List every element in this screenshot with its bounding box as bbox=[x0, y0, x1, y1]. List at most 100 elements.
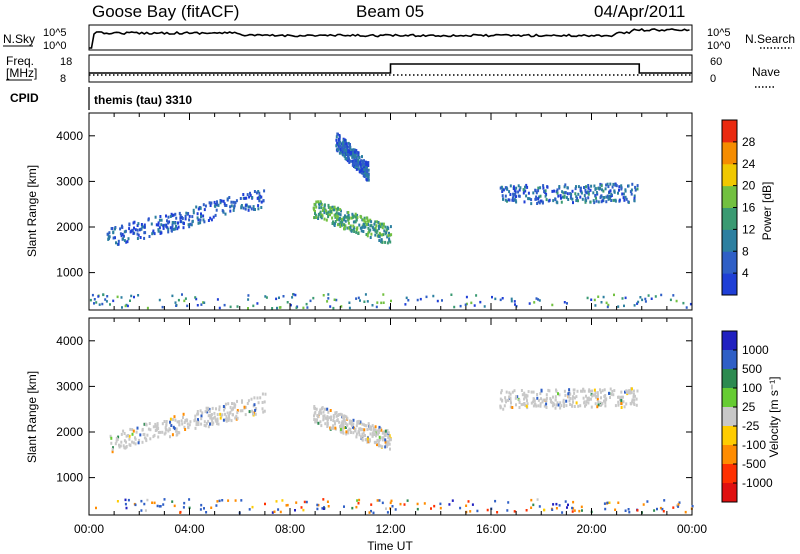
power-mark bbox=[215, 208, 218, 212]
power-mark bbox=[200, 212, 202, 216]
nsky-tick-bottom: 10^0 bbox=[43, 40, 67, 52]
velocity-mark bbox=[120, 432, 123, 436]
velocity-mark bbox=[509, 405, 512, 409]
power-near-range-mark bbox=[613, 293, 615, 297]
power-mark bbox=[512, 192, 515, 196]
velocity-mark bbox=[131, 440, 134, 444]
power-mark bbox=[128, 222, 131, 226]
freq-label: Freq. bbox=[6, 54, 34, 68]
power-near-range-mark bbox=[450, 293, 453, 296]
power-mark bbox=[312, 206, 315, 210]
velocity-near-range-mark bbox=[476, 509, 479, 513]
power-near-range-mark bbox=[465, 295, 468, 299]
velocity-near-range-mark bbox=[608, 501, 611, 504]
power-mark bbox=[583, 194, 586, 197]
velocity-mark bbox=[523, 391, 526, 395]
velocity-mark bbox=[338, 413, 341, 416]
velocity-mark bbox=[511, 406, 514, 409]
velocity-near-range-mark bbox=[543, 508, 545, 512]
power-mark bbox=[360, 215, 363, 219]
velocity-near-range-mark bbox=[143, 502, 146, 506]
power-mark bbox=[175, 225, 177, 228]
velocity-near-range-mark bbox=[279, 510, 282, 514]
velocity-mark bbox=[187, 425, 190, 429]
velocity-mark bbox=[318, 411, 321, 415]
power-mark bbox=[258, 199, 261, 203]
power-mark bbox=[341, 219, 343, 223]
velocity-mark bbox=[200, 417, 203, 421]
power-mark bbox=[367, 172, 370, 176]
power-near-range-mark bbox=[641, 298, 644, 302]
power-mark bbox=[172, 213, 175, 217]
power-mark bbox=[624, 195, 627, 199]
power-near-range-mark bbox=[586, 296, 589, 300]
velocity-mark bbox=[163, 432, 166, 436]
power-mark bbox=[584, 188, 587, 192]
power-mark bbox=[319, 210, 322, 214]
power-mark bbox=[319, 200, 322, 204]
power-near-range-mark bbox=[644, 297, 647, 301]
x-tick-label: 08:00 bbox=[275, 522, 305, 536]
power-mark bbox=[343, 223, 346, 227]
velocity-near-range-mark bbox=[125, 506, 128, 510]
velocity-mark bbox=[610, 392, 613, 396]
velocity-near-range-mark bbox=[370, 503, 373, 506]
velocity-near-range-mark bbox=[675, 504, 678, 507]
velocity-near-range-mark bbox=[538, 505, 541, 508]
velocity-mark bbox=[111, 447, 114, 451]
power-mark bbox=[539, 199, 542, 203]
velocity-mark bbox=[568, 390, 571, 394]
power-near-range-mark bbox=[91, 293, 94, 297]
power-near-range-mark bbox=[223, 303, 226, 307]
power-near-range-mark bbox=[121, 306, 123, 309]
power-mark bbox=[501, 190, 504, 193]
power-mark bbox=[377, 221, 380, 224]
velocity-mark bbox=[500, 389, 503, 393]
velocity-mark bbox=[366, 440, 369, 444]
power-mark bbox=[343, 148, 346, 152]
power-mark bbox=[537, 186, 540, 190]
velocity-mark bbox=[572, 400, 574, 404]
power-mark bbox=[380, 240, 383, 244]
power-mark bbox=[117, 242, 120, 246]
velocity-mark bbox=[381, 431, 384, 435]
power-mark bbox=[171, 223, 174, 227]
velocity-mark bbox=[374, 428, 377, 432]
power-mark bbox=[177, 225, 180, 229]
velocity-near-range-mark bbox=[356, 499, 359, 502]
velocity-mark bbox=[629, 391, 632, 395]
power-mark bbox=[361, 225, 364, 229]
power-mark bbox=[352, 227, 355, 231]
power-mark bbox=[384, 240, 387, 244]
power-mark bbox=[172, 221, 175, 225]
power-mark bbox=[377, 234, 380, 238]
power-mark bbox=[360, 162, 363, 166]
power-mark bbox=[614, 199, 617, 203]
velocity-mark bbox=[231, 413, 234, 417]
power-near-range-mark bbox=[335, 298, 338, 302]
power-mark bbox=[615, 184, 618, 188]
power-mark bbox=[107, 236, 110, 240]
velocity-mark bbox=[560, 404, 563, 408]
velocity-mark bbox=[377, 441, 380, 445]
velocity-mark bbox=[161, 430, 164, 434]
velocity-near-range-mark bbox=[532, 503, 535, 507]
velocity-mark bbox=[599, 401, 602, 405]
power-mark bbox=[370, 220, 373, 224]
velocity-mark bbox=[505, 400, 507, 404]
velocity-near-range-mark bbox=[322, 507, 325, 510]
power-mark bbox=[509, 193, 512, 196]
velocity-near-range-mark bbox=[604, 507, 607, 511]
power-near-range-mark bbox=[647, 294, 650, 297]
velocity-mark bbox=[526, 399, 528, 403]
power-mark bbox=[515, 200, 518, 204]
power-mark bbox=[318, 203, 321, 206]
power-mark bbox=[204, 204, 207, 208]
power-mark bbox=[617, 191, 619, 195]
power-mark bbox=[565, 196, 568, 200]
velocity-mark bbox=[545, 393, 548, 397]
power-mark bbox=[366, 174, 369, 178]
velocity-mark bbox=[216, 419, 219, 423]
